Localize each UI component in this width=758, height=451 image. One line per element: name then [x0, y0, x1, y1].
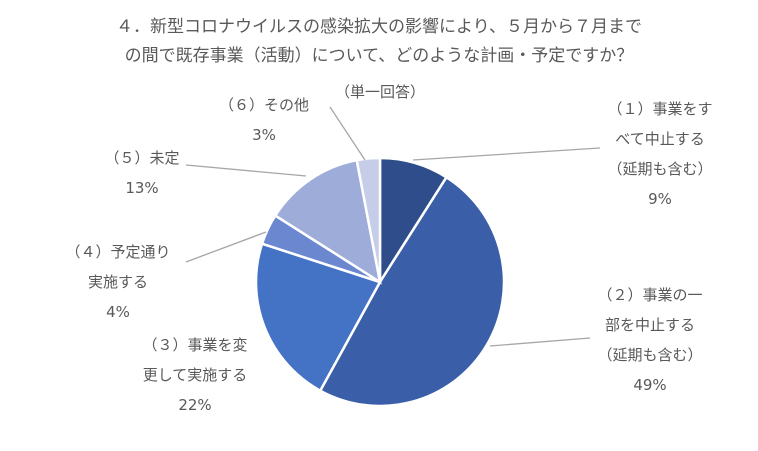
slice-label-2-line-2: 部を中止する — [605, 316, 695, 334]
slice-label-2-line-3: （延期も含む） — [597, 346, 702, 364]
leader-line-1 — [412, 147, 601, 161]
pie-slices — [254, 156, 506, 408]
leader-line-5 — [185, 164, 307, 177]
slice-value-label-4: 4% — [106, 303, 130, 321]
slice-value-label-3: 22% — [178, 396, 211, 414]
slice-value-label-6: 3% — [252, 126, 276, 144]
leader-lines — [185, 106, 601, 347]
leader-line-4 — [185, 231, 267, 263]
slice-value-label-2: 49% — [633, 376, 666, 394]
slice-label-6-line-1: （６）その他 — [219, 96, 309, 114]
pie-slice-2 — [318, 175, 506, 408]
slice-value-label-1: 9% — [648, 190, 672, 208]
pie-slice-6 — [355, 156, 382, 283]
slice-label-3-line-2: 更して実施する — [143, 366, 248, 384]
slice-label-2-line-1: （２）事業の一 — [597, 286, 702, 304]
chart-title-line-1: ４．新型コロナウイルスの感染拡大の影響により、５月から７月まで — [116, 17, 642, 37]
slice-label-1-line-1: （１）事業をす — [607, 100, 712, 118]
pie-slice-5 — [273, 158, 382, 285]
pie-slice-3 — [254, 242, 382, 393]
slice-label-4-line-1: （４）予定通り — [65, 243, 170, 261]
slice-label-5-line-1: （５）未定 — [104, 149, 179, 167]
slice-label-1-line-3: （延期も含む） — [607, 160, 712, 178]
leader-line-2 — [489, 337, 591, 347]
slice-value-label-5: 13% — [125, 179, 158, 197]
slice-label-1-line-2: べて中止する — [615, 130, 704, 148]
slice-label-3-line-1: （３）事業を変 — [142, 336, 247, 354]
chart-subtitle: （単一回答） — [335, 83, 425, 101]
chart-title-line-2: の間で既存事業（活動）について、どのような計画・予定ですか？ — [125, 46, 634, 66]
slice-label-4-line-2: 実施する — [88, 273, 148, 291]
leader-line-6 — [329, 106, 366, 161]
